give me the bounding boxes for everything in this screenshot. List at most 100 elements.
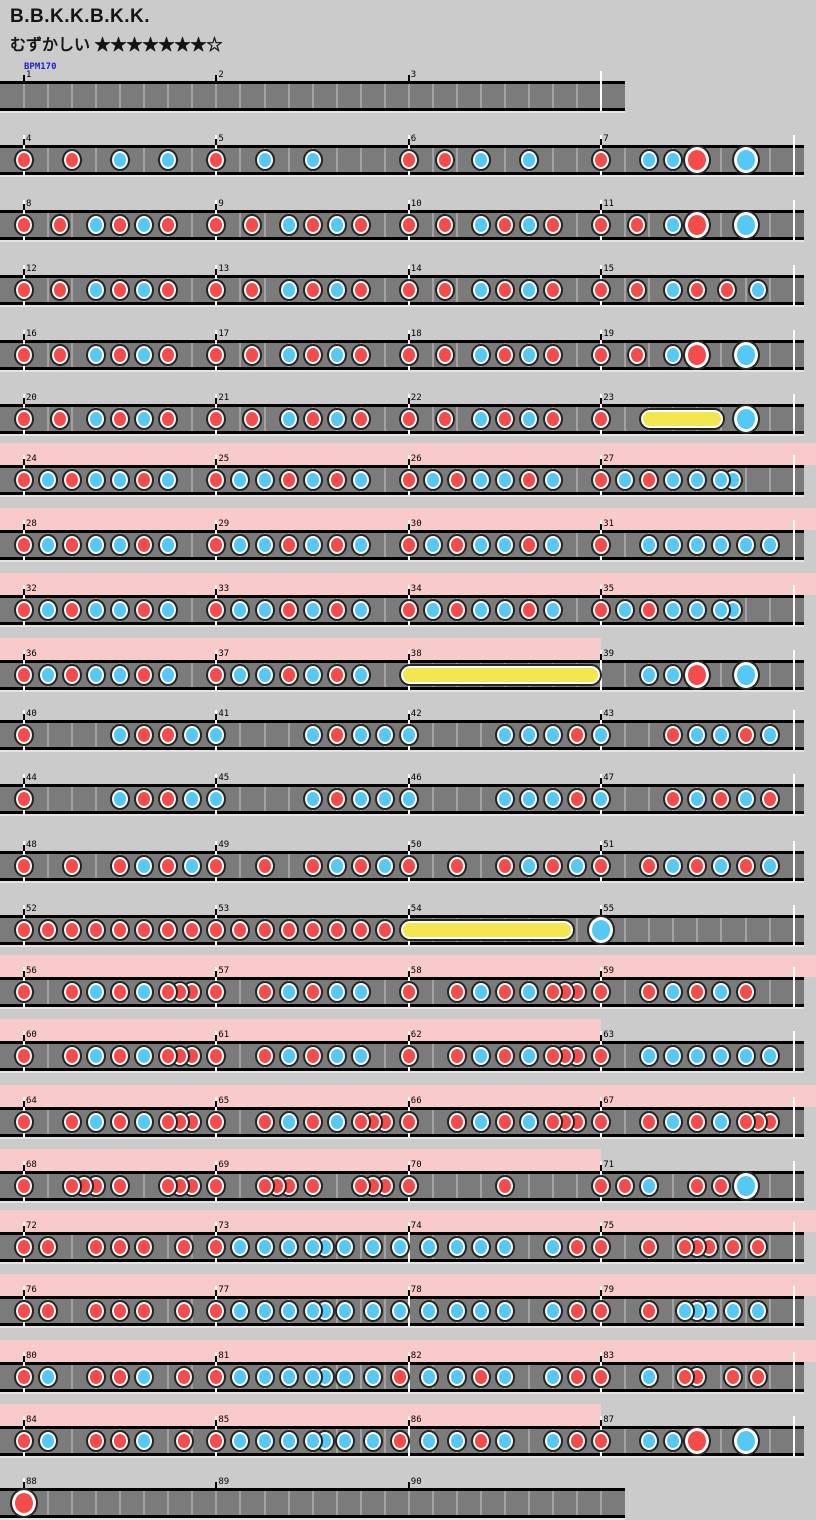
- measure-number: 50: [410, 840, 422, 850]
- beat-cell-line: [624, 1429, 627, 1453]
- beat-cell-line: [71, 1235, 74, 1259]
- note-don: [735, 1111, 756, 1133]
- gogo-time-band: [0, 1340, 816, 1362]
- note-ka: [470, 1236, 491, 1258]
- measure-number: 13: [218, 264, 230, 274]
- note-ka: [446, 1430, 467, 1452]
- measure-tick: [407, 139, 410, 145]
- note-ka: [278, 1300, 299, 1322]
- note-don: [543, 408, 564, 430]
- note-ka: [470, 1045, 491, 1067]
- beat-cell-line: [624, 1299, 627, 1323]
- measure-number: 48: [26, 840, 37, 850]
- beat-cell-line: [744, 468, 747, 492]
- measure-number: 46: [410, 773, 422, 783]
- note-don: [14, 149, 34, 171]
- measure-tick: [407, 1226, 410, 1232]
- beat-cell-line: [528, 1429, 531, 1453]
- note-ka: [230, 1430, 251, 1452]
- note-don: [639, 1111, 660, 1133]
- note-don: [110, 981, 131, 1003]
- note-don: [519, 469, 540, 491]
- beat-cell-line: [576, 278, 579, 302]
- note-don: [134, 1236, 155, 1258]
- note-don: [278, 469, 299, 491]
- beat-cell-line: [335, 148, 338, 172]
- beat-cell-line: [215, 1491, 218, 1515]
- note-don-big: [683, 210, 712, 240]
- note-don: [62, 599, 83, 621]
- measure-number: 25: [218, 454, 230, 464]
- beat-cell-line: [359, 1491, 362, 1515]
- note-ka: [519, 1111, 540, 1133]
- note-ka: [519, 855, 540, 877]
- note-ka: [495, 1236, 515, 1258]
- note-don: [398, 599, 419, 621]
- beat-cell-line: [744, 278, 747, 302]
- song-title: B.B.K.K.B.K.K.: [10, 6, 150, 27]
- note-don: [14, 788, 34, 810]
- measure-number: 64: [26, 1096, 37, 1106]
- beat-cell-line: [744, 1235, 747, 1259]
- note-don: [206, 855, 227, 877]
- measure-tick: [23, 139, 25, 145]
- beat-cell-line: [239, 84, 242, 108]
- note-don-big: [683, 145, 712, 175]
- beat-cell-line: [191, 343, 194, 367]
- beat-cell-line: [47, 1044, 50, 1068]
- beat-cell-line: [768, 468, 771, 492]
- note-don: [14, 981, 34, 1003]
- measure-number: 75: [603, 1221, 615, 1231]
- note-don: [398, 1045, 419, 1067]
- beat-cell-line: [479, 723, 482, 747]
- beat-cell-line: [648, 918, 651, 942]
- beat-cell-line: [47, 213, 50, 237]
- measure-tick: [23, 971, 25, 977]
- note-don: [446, 534, 467, 556]
- note-don: [110, 344, 131, 366]
- note-don: [639, 981, 660, 1003]
- beat-cell-line: [455, 787, 458, 811]
- note-don: [591, 1430, 612, 1452]
- note-don: [591, 981, 612, 1003]
- note-ka: [711, 855, 732, 877]
- beat-cell-line: [239, 980, 242, 1004]
- beat-cell-line: [167, 1365, 170, 1389]
- note-don: [206, 664, 227, 686]
- note-don: [134, 724, 155, 746]
- note-don: [495, 1111, 515, 1133]
- measure-tick: [23, 654, 25, 660]
- note-don: [110, 214, 131, 236]
- note-don: [14, 534, 34, 556]
- beat-cell-line: [744, 598, 747, 622]
- note-ka: [639, 664, 660, 686]
- beat-cell-line: [479, 1491, 482, 1515]
- beat-cell-line: [167, 84, 170, 108]
- note-don: [173, 1366, 194, 1388]
- note-don: [687, 981, 708, 1003]
- note-ka: [495, 1430, 515, 1452]
- note-don: [242, 279, 263, 301]
- note-don: [158, 981, 179, 1003]
- note-don: [302, 919, 323, 941]
- end-barline: [792, 394, 795, 434]
- note-ka: [254, 664, 275, 686]
- note-don: [110, 1366, 131, 1388]
- note-ka: [86, 599, 107, 621]
- note-ka: [711, 599, 732, 621]
- measure-number: 17: [218, 329, 230, 339]
- measure-number: 80: [26, 1351, 37, 1361]
- note-ka: [663, 534, 684, 556]
- note-don: [675, 1236, 696, 1258]
- note-don: [543, 1045, 564, 1067]
- beat-cell-line: [504, 148, 506, 172]
- note-ka: [419, 1366, 440, 1388]
- note-don: [567, 1300, 588, 1322]
- difficulty-line: むずかしい ★★★★★★★☆: [10, 31, 223, 55]
- note-ka: [543, 599, 564, 621]
- note-ka: [86, 279, 107, 301]
- beat-cell-line: [143, 148, 146, 172]
- note-ka: [134, 279, 155, 301]
- beat-cell-line: [768, 407, 771, 431]
- note-ka: [374, 855, 395, 877]
